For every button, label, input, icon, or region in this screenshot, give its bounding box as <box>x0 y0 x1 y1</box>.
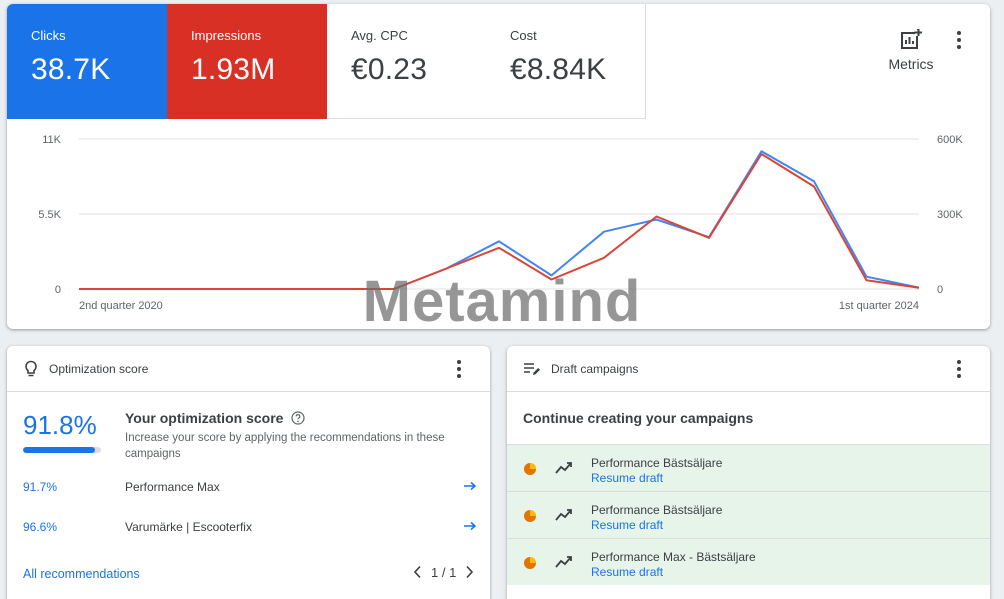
metrics-label: Metrics <box>888 56 934 72</box>
resume-draft-link[interactable]: Resume draft <box>591 565 664 579</box>
clicks-series-line <box>79 150 920 290</box>
clicks-label: Clicks <box>31 28 66 43</box>
right-axis-tick-label: 600K <box>937 134 963 146</box>
left-axis-tick-label: 11K <box>42 134 61 146</box>
recommendation-score: 91.7% <box>23 480 58 494</box>
draft-heading: Continue creating your campaigns <box>523 410 754 426</box>
draft-item[interactable]: Performance Bästsäljare Resume draft <box>507 491 990 538</box>
lightbulb-icon <box>25 360 37 376</box>
recommendation-campaign: Varumärke | Escooterfix <box>125 520 252 534</box>
draft-list: Performance Bästsäljare Resume draft Per… <box>507 444 990 585</box>
impressions-label: Impressions <box>191 28 262 43</box>
page-indicator: 1 / 1 <box>431 564 457 580</box>
optimization-score-value: 91.8% <box>23 410 97 440</box>
recommendation-row[interactable]: 91.7% Performance Max <box>23 478 478 498</box>
optimization-score-bar <box>23 447 101 453</box>
recommendation-campaign: Performance Max <box>125 480 220 494</box>
avg-cpc-metric-tile[interactable]: Avg. CPC €0.23 <box>327 4 487 119</box>
previous-page-button[interactable] <box>411 564 425 580</box>
pagination: 1 / 1 <box>411 564 476 580</box>
left-axis-tick-label: 0 <box>55 284 61 296</box>
optimization-more-button[interactable] <box>447 357 471 381</box>
resume-draft-link[interactable]: Resume draft <box>591 518 664 532</box>
optimization-score-card: Optimization score 91.8% Your optimizati… <box>7 346 490 599</box>
draft-item[interactable]: Performance Max - Bästsäljare Resume dra… <box>507 538 990 585</box>
impressions-metric-tile[interactable]: Impressions 1.93M <box>167 4 327 119</box>
more-vert-icon <box>457 360 461 378</box>
draft-status-icon <box>524 557 536 569</box>
clicks-metric-tile[interactable]: Clicks 38.7K <box>7 4 167 119</box>
help-icon[interactable] <box>291 411 306 425</box>
edit-note-icon <box>524 362 540 375</box>
draft-card-title: Draft campaigns <box>551 361 639 376</box>
x-axis-label-start: 2nd quarter 2020 <box>79 300 163 312</box>
more-vert-icon <box>957 31 961 49</box>
right-axis-tick-label: 300K <box>937 209 963 221</box>
resume-draft-link[interactable]: Resume draft <box>591 471 664 485</box>
optimization-description: Increase your score by applying the reco… <box>125 432 445 460</box>
next-page-button[interactable] <box>462 564 476 580</box>
impressions-series-line <box>79 153 920 290</box>
impressions-value: 1.93M <box>191 53 276 86</box>
recommendation-score: 96.6% <box>23 520 58 534</box>
left-axis-tick-label: 5.5K <box>38 209 61 221</box>
add-chart-icon <box>901 29 922 49</box>
performance-trend-icon <box>555 462 572 474</box>
avg-cpc-value: €0.23 <box>351 53 428 86</box>
arrow-forward-icon[interactable] <box>462 478 478 494</box>
drafts-more-button[interactable] <box>947 357 971 381</box>
arrow-forward-icon[interactable] <box>462 518 478 534</box>
draft-card-header: Draft campaigns <box>507 346 990 392</box>
performance-trend-icon <box>555 556 572 568</box>
cost-value: €8.84K <box>510 53 607 86</box>
draft-name: Performance Max - Bästsäljare <box>591 550 756 564</box>
right-axis-tick-label: 0 <box>937 284 943 296</box>
x-axis-label-end: 1st quarter 2024 <box>839 300 919 312</box>
cost-label: Cost <box>510 28 537 43</box>
draft-status-icon <box>524 463 536 475</box>
chevron-right-icon <box>466 565 474 579</box>
performance-trend-icon <box>555 509 572 521</box>
draft-status-icon <box>524 510 536 522</box>
avg-cpc-label: Avg. CPC <box>351 28 408 43</box>
optimization-card-header: Optimization score <box>7 346 490 392</box>
performance-chart: 11K 600K 5.5K 300K 0 0 2nd quarter 2020 1st qua… <box>38 134 963 312</box>
draft-name: Performance Bästsäljare <box>591 456 723 470</box>
recommendation-row[interactable]: 96.6% Varumärke | Escooterfix <box>23 518 478 538</box>
optimization-heading-text: Your optimization score <box>125 410 284 426</box>
draft-name: Performance Bästsäljare <box>591 503 723 517</box>
draft-item[interactable]: Performance Bästsäljare Resume draft <box>507 444 990 491</box>
cost-metric-tile[interactable]: Cost €8.84K <box>486 4 646 119</box>
more-vert-icon <box>957 360 961 378</box>
all-recommendations-link[interactable]: All recommendations <box>23 567 140 581</box>
clicks-value: 38.7K <box>31 53 111 86</box>
overview-card: Clicks 38.7K Impressions 1.93M Avg. CPC … <box>7 4 990 329</box>
optimization-heading: Your optimization score <box>125 410 306 426</box>
optimization-score-bar-fill <box>23 447 95 453</box>
draft-campaigns-card: Draft campaigns Continue creating your c… <box>507 346 990 599</box>
overview-more-button[interactable] <box>947 28 971 52</box>
chevron-left-icon <box>413 565 421 579</box>
metrics-button[interactable]: Metrics <box>877 28 945 80</box>
optimization-card-title: Optimization score <box>49 361 149 376</box>
